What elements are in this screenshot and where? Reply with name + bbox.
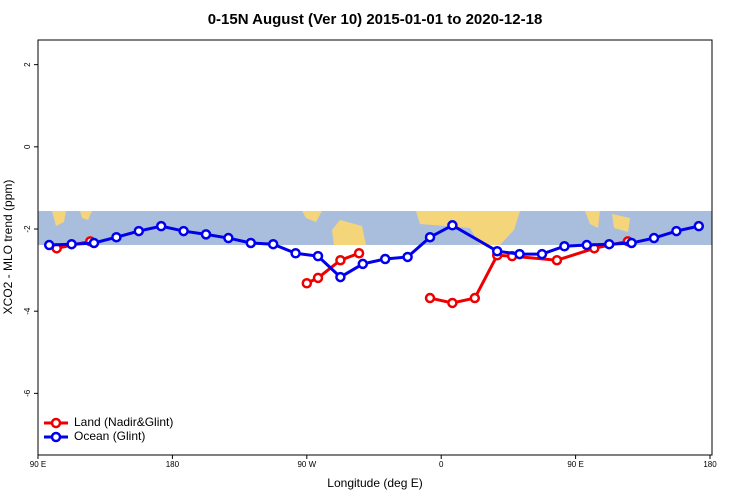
legend-label: Ocean (Glint)	[74, 429, 145, 443]
data-point	[88, 237, 100, 249]
data-point	[66, 238, 77, 250]
data-point	[245, 237, 257, 249]
data-point	[559, 241, 570, 252]
data-point	[447, 220, 458, 231]
land-shape	[585, 211, 600, 228]
land-shape	[612, 214, 630, 232]
data-point	[111, 231, 122, 243]
data-point	[357, 258, 369, 270]
y-tick-label: 0	[23, 144, 32, 149]
y-tick-label: -4	[23, 307, 32, 315]
data-point	[693, 220, 705, 232]
data-point	[648, 232, 660, 244]
data-point	[402, 251, 413, 263]
x-tick-label: 0	[439, 460, 444, 469]
data-point	[155, 220, 167, 232]
data-point	[551, 254, 563, 266]
data-point	[133, 225, 145, 237]
land-shape	[52, 211, 66, 226]
data-point	[312, 250, 324, 262]
data-point	[301, 277, 313, 289]
y-tick-label: -6	[23, 389, 32, 397]
land-shape	[80, 211, 92, 220]
data-point	[178, 225, 189, 237]
land-shape	[332, 220, 366, 245]
data-point	[626, 237, 637, 249]
x-tick-label: 90 E	[30, 460, 46, 469]
data-point	[469, 292, 481, 304]
data-point	[424, 292, 436, 304]
legend-marker	[50, 431, 62, 443]
x-axis-label: Longitude (deg E)	[327, 476, 422, 490]
data-point	[267, 238, 279, 250]
land-shape	[302, 211, 322, 222]
data-point	[536, 248, 548, 260]
plot-frame	[37, 39, 713, 456]
data-point	[581, 239, 593, 251]
data-point	[335, 254, 346, 266]
legend-marker	[50, 417, 62, 429]
data-point	[353, 248, 365, 259]
data-point	[43, 239, 55, 251]
data-point	[447, 297, 458, 309]
data-point	[290, 248, 301, 259]
data-point	[223, 232, 234, 244]
x-tick-label: 180	[166, 460, 180, 469]
data-point	[200, 229, 212, 240]
data-point	[603, 238, 615, 250]
x-tick-label: 90 E	[567, 460, 583, 469]
y-tick-label: -2	[23, 225, 32, 233]
legend-label: Land (Nadir&Glint)	[74, 415, 173, 429]
chart-title: 0-15N August (Ver 10) 2015-01-01 to 2020…	[208, 11, 543, 28]
data-point	[671, 225, 682, 237]
x-tick-label: 90 W	[297, 460, 316, 469]
data-point	[491, 245, 503, 257]
data-point	[335, 271, 346, 283]
y-tick-label: 2	[23, 62, 32, 67]
x-tick-label: 180	[703, 460, 717, 469]
land-shape	[416, 211, 520, 245]
data-point	[379, 253, 391, 265]
data-point	[312, 272, 324, 284]
data-point	[424, 231, 436, 243]
y-axis-label: XCO2 - MLO trend (ppm)	[1, 180, 15, 315]
data-point	[514, 248, 525, 260]
